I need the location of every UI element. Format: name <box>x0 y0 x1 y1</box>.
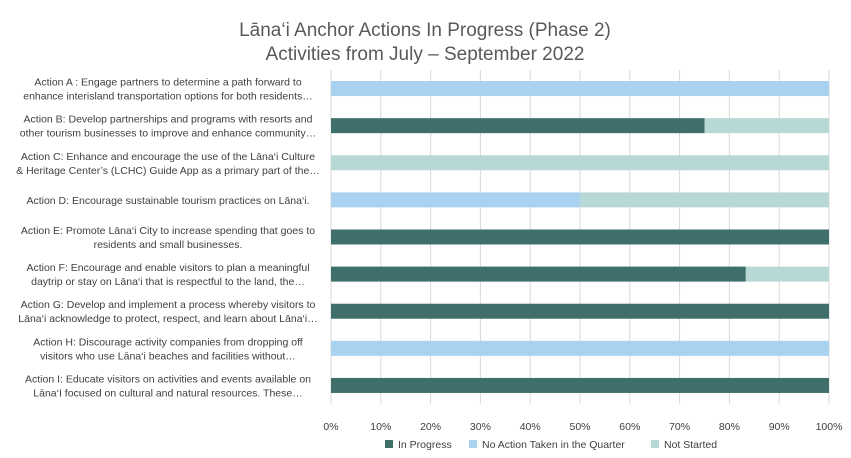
chart-subtitle: Activities from July – September 2022 <box>266 44 585 65</box>
x-axis-tick-labels: 0% 10% 20% 30% 40% 50% 60% 70% 80% 90% 100% <box>323 421 842 433</box>
category-label: other tourism businesses to improve and … <box>20 128 316 140</box>
category-label: Lāna‘I focused on cultural and natural r… <box>33 387 302 399</box>
x-tick-label: 50% <box>569 421 590 433</box>
legend: In Progress No Action Taken in the Quarte… <box>385 439 717 451</box>
x-tick-label: 90% <box>769 421 790 433</box>
x-tick-label: 100% <box>816 421 843 433</box>
legend-swatch <box>651 440 659 448</box>
x-tick-label: 40% <box>520 421 541 433</box>
category-label: Action B: Develop partnerships and progr… <box>24 114 313 126</box>
category-label: Action E: Promote Lāna‘i City to increas… <box>21 225 315 237</box>
bar-segment <box>331 377 829 393</box>
x-tick-label: 70% <box>669 421 690 433</box>
bar-segment <box>331 229 829 245</box>
bar-segment <box>331 118 705 134</box>
bar-segment <box>331 340 829 356</box>
category-label: Action C: Enhance and encourage the use … <box>21 151 315 163</box>
category-label: daytrip or stay on Lāna‘i that is respec… <box>31 276 305 288</box>
bar-segment <box>704 118 829 134</box>
category-label: Action H: Discourage activity companies … <box>33 336 303 348</box>
category-label: Action A : Engage partners to determine … <box>34 77 301 89</box>
category-label: & Heritage Center’s (LCHC) Guide App as … <box>16 165 320 177</box>
legend-swatch <box>469 440 477 448</box>
category-label: enhance interisland transportation optio… <box>23 91 313 103</box>
x-tick-label: 20% <box>420 421 441 433</box>
category-label: visitors who use Lāna‘i beaches and faci… <box>40 350 296 362</box>
category-label: Lāna‘i acknowledge to protect, respect, … <box>18 313 317 325</box>
x-tick-label: 80% <box>719 421 740 433</box>
bar-segment <box>580 192 829 208</box>
chart-title: Lāna‘i Anchor Actions In Progress (Phase… <box>239 20 611 41</box>
bars <box>331 81 829 393</box>
x-tick-label: 30% <box>470 421 491 433</box>
bar-segment <box>331 303 829 319</box>
category-label: Action G: Develop and implement a proces… <box>21 299 316 311</box>
x-tick-label: 0% <box>323 421 338 433</box>
category-label: Action D: Encourage sustainable tourism … <box>26 195 309 207</box>
legend-label: Not Started <box>664 439 717 451</box>
bar-segment <box>331 192 580 208</box>
x-tick-label: 60% <box>619 421 640 433</box>
category-label: Action F: Encourage and enable visitors … <box>26 262 309 274</box>
x-tick-label: 10% <box>370 421 391 433</box>
category-label: Action I: Educate visitors on activities… <box>25 373 311 385</box>
bar-segment <box>331 81 829 97</box>
legend-label: In Progress <box>398 439 452 451</box>
bar-segment <box>331 266 746 282</box>
legend-swatch <box>385 440 393 448</box>
legend-label: No Action Taken in the Quarter <box>482 439 625 451</box>
bar-segment <box>745 266 829 282</box>
category-label: residents and small businesses. <box>94 239 243 251</box>
category-labels: Action A : Engage partners to determine … <box>16 77 320 400</box>
bar-segment <box>331 155 829 171</box>
